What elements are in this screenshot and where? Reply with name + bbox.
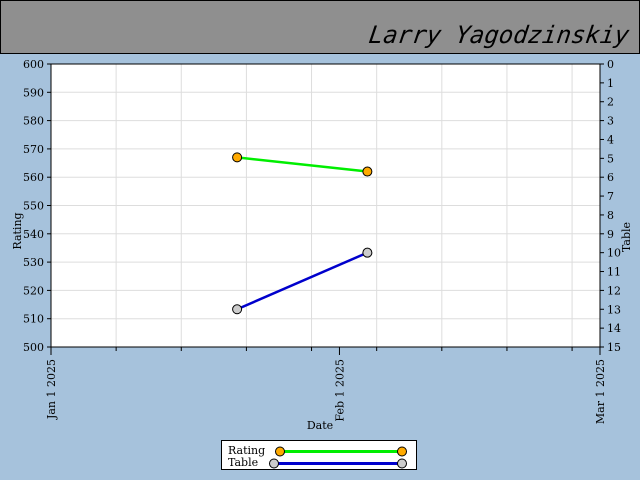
y-tick-label: 520	[23, 284, 44, 297]
y2-tick-label: 5	[607, 152, 614, 165]
legend-marker-rating	[397, 446, 407, 457]
y2-tick-label: 2	[607, 96, 614, 109]
data-point-table	[362, 247, 373, 258]
y-axis-title: Rating	[11, 212, 24, 249]
legend: Rating Table	[221, 440, 417, 470]
y2-axis-title: Table	[620, 222, 633, 252]
legend-marker-rating	[275, 446, 285, 457]
y2-tick-label: 4	[607, 133, 614, 146]
y2-tick-label: 13	[607, 303, 621, 316]
series-line-rating	[236, 156, 368, 173]
legend-item-table: Table	[222, 456, 418, 470]
y-tick-label: 530	[23, 256, 44, 269]
x-axis-title: Date	[307, 419, 333, 432]
legend-label-rating: Rating	[228, 444, 266, 457]
y-tick-label: 580	[23, 115, 44, 128]
y2-tick-label: 0	[607, 58, 614, 71]
y-tick-label: 500	[23, 341, 44, 354]
y-tick-label: 590	[23, 86, 44, 99]
series-layer	[232, 152, 373, 315]
y2-tick-label: 11	[607, 266, 621, 279]
x-tick-label: Mar 1 2025	[594, 359, 607, 424]
y2-tick-label: 7	[607, 190, 614, 203]
y2-tick-label: 10	[607, 247, 621, 260]
grid	[51, 64, 600, 347]
y2-tick-label: 8	[607, 209, 614, 222]
y2-tick-label: 14	[607, 322, 621, 335]
y-tick-label: 560	[23, 171, 44, 184]
series-line-table	[236, 251, 368, 311]
y-tick-label: 570	[23, 143, 44, 156]
y2-tick-label: 15	[607, 341, 621, 354]
y-tick-label: 510	[23, 313, 44, 326]
x-tick-label: Feb 1 2025	[333, 359, 346, 422]
y-tick-label: 540	[23, 228, 44, 241]
data-point-rating	[232, 152, 243, 163]
legend-item-rating: Rating	[222, 444, 418, 458]
header-bar: Larry Yagodzinskiy	[0, 0, 640, 54]
x-tick-label: Jan 1 2025	[45, 359, 58, 420]
data-point-table	[232, 304, 243, 315]
y2-tick-label: 1	[607, 77, 614, 90]
y2-tick-label: 9	[607, 228, 614, 241]
legend-label-table: Table	[228, 456, 259, 469]
y2-tick-label: 6	[607, 171, 614, 184]
legend-marker-table	[269, 458, 279, 469]
y2-tick-label: 3	[607, 115, 614, 128]
y2-tick-label: 12	[607, 284, 621, 297]
data-point-rating	[362, 166, 373, 177]
legend-marker-table	[397, 458, 407, 469]
y-tick-label: 600	[23, 58, 44, 71]
y-tick-label: 550	[23, 200, 44, 213]
